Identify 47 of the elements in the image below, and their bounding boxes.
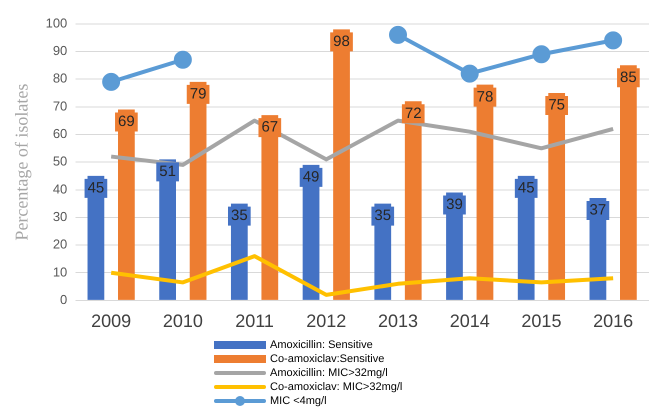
y-tick-label: 20 <box>52 236 68 252</box>
data-label: 35 <box>374 207 392 224</box>
point <box>532 45 550 64</box>
y-tick-label: 80 <box>52 70 68 86</box>
data-label: 51 <box>159 162 176 180</box>
x-tick-label: 2013 <box>378 311 418 332</box>
data-label: 45 <box>88 180 104 197</box>
legend-label: Amoxicillin: Sensitive <box>270 338 373 352</box>
y-axis-title: Percentage of isolates <box>12 84 32 241</box>
data-label: 49 <box>302 168 320 186</box>
legend-label: Co-amoxiclav:Sensitive <box>270 352 384 366</box>
data-label: 98 <box>333 32 350 50</box>
point <box>102 72 120 91</box>
data-label: 72 <box>404 104 422 122</box>
data-label: 69 <box>118 113 135 130</box>
point <box>389 26 407 44</box>
data-label: 67 <box>261 118 278 136</box>
point <box>460 64 479 83</box>
point <box>174 50 192 69</box>
y-tick-label: 10 <box>52 264 68 280</box>
legend-label: Amoxicillin: MIC>32mg/l <box>270 366 388 380</box>
data-label: 78 <box>476 88 494 106</box>
y-tick-label: 90 <box>52 43 68 58</box>
x-tick-label: 2011 <box>235 311 274 332</box>
data-label: 37 <box>590 202 606 219</box>
x-tick-label: 2012 <box>306 311 346 332</box>
y-tick-label: 50 <box>52 154 68 169</box>
y-tick-label: 30 <box>52 209 68 224</box>
point <box>604 31 622 50</box>
legend-label: MIC <4mg/l <box>270 394 327 408</box>
x-tick-label: 2015 <box>521 311 562 332</box>
y-tick-label: 60 <box>52 126 68 142</box>
y-tick-label: 40 <box>52 181 68 196</box>
x-tick-label: 2009 <box>91 311 132 332</box>
y-tick-label: 100 <box>46 15 68 30</box>
x-tick-label: 2016 <box>593 311 634 332</box>
x-tick-label: 2014 <box>450 311 490 332</box>
y-tick-label: 70 <box>52 98 68 114</box>
y-tick-label: 0 <box>60 292 68 307</box>
data-label: 35 <box>230 207 248 224</box>
x-tick-label: 2010 <box>162 311 203 332</box>
data-label: 85 <box>620 68 637 86</box>
data-label: 75 <box>548 96 566 114</box>
data-label: 45 <box>518 180 535 197</box>
data-label: 39 <box>446 196 463 214</box>
data-label: 79 <box>190 86 206 103</box>
legend-label: Co-amoxiclav: MIC>32mg/l <box>270 380 402 394</box>
